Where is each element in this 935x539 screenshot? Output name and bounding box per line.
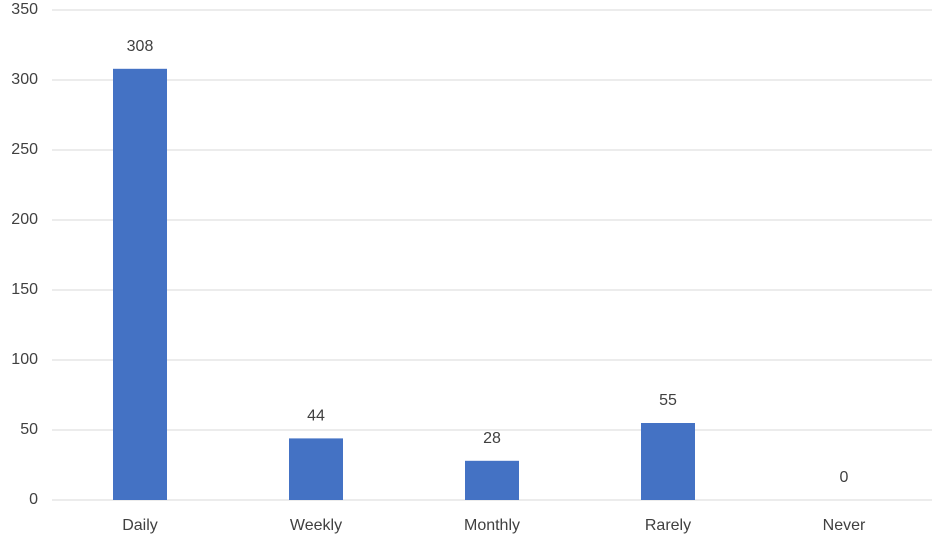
y-tick-label: 300 xyxy=(11,71,38,88)
y-tick-label: 350 xyxy=(11,1,38,18)
y-tick-label: 50 xyxy=(20,421,38,438)
y-tick-label: 200 xyxy=(11,211,38,228)
bar xyxy=(113,68,167,501)
x-tick-label: Daily xyxy=(122,517,158,534)
bar xyxy=(289,438,343,500)
y-tick-label: 0 xyxy=(29,491,38,508)
y-tick-label: 150 xyxy=(11,281,38,298)
bar xyxy=(465,460,519,500)
y-tick-label: 100 xyxy=(11,351,38,368)
data-label: 44 xyxy=(307,408,325,425)
data-label: 308 xyxy=(127,38,154,55)
data-label: 0 xyxy=(840,469,849,486)
bar xyxy=(641,423,695,500)
x-tick-label: Weekly xyxy=(290,517,342,534)
y-tick-label: 250 xyxy=(11,141,38,158)
x-tick-label: Monthly xyxy=(464,517,520,534)
data-label: 28 xyxy=(483,430,501,447)
x-tick-label: Rarely xyxy=(645,517,691,534)
data-label: 55 xyxy=(659,392,677,409)
x-tick-label: Never xyxy=(823,517,866,534)
